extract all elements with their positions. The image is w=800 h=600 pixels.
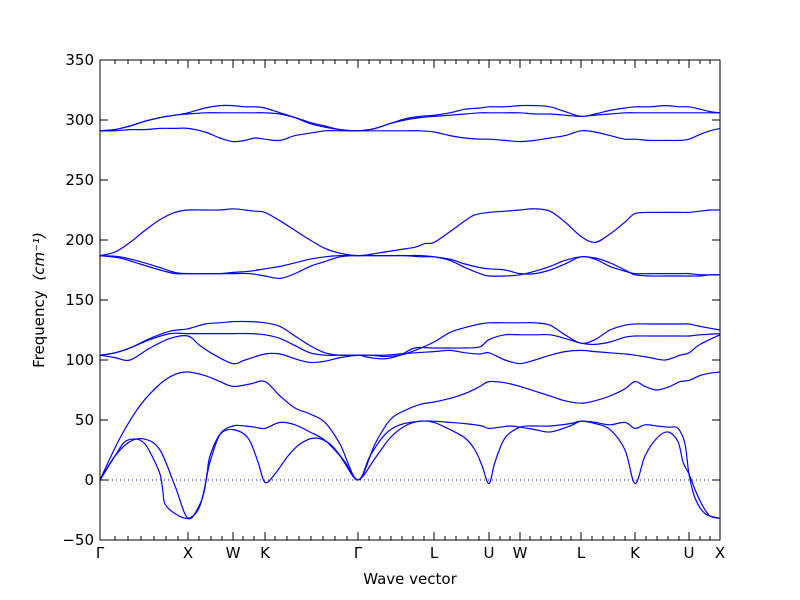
plot-frame bbox=[99, 59, 721, 541]
phonon-branch-4 bbox=[99, 334, 721, 365]
y-tick-label: 200 bbox=[65, 231, 94, 249]
x-tick-label: L bbox=[577, 544, 586, 562]
phonon-branch-1 bbox=[99, 420, 721, 520]
series-layer bbox=[99, 104, 721, 520]
y-tick-label: 300 bbox=[65, 111, 94, 129]
y-tick-label: 150 bbox=[65, 291, 94, 309]
phonon-branch-11 bbox=[99, 112, 720, 132]
y-tick-label: 0 bbox=[84, 471, 94, 489]
y-tick-label: −50 bbox=[62, 531, 94, 549]
x-tick-label: X bbox=[183, 544, 193, 562]
x-tick-label: K bbox=[260, 544, 271, 562]
x-tick-label: W bbox=[226, 544, 241, 562]
y-tick-label: 350 bbox=[65, 51, 94, 69]
phonon-branch-12 bbox=[99, 104, 721, 132]
x-tick-label: U bbox=[484, 544, 495, 562]
y-axis-title-unit: (cm⁻¹) bbox=[30, 232, 48, 281]
x-tick-label: Γ bbox=[354, 544, 363, 562]
y-tick-label: 50 bbox=[75, 411, 94, 429]
phonon-branch-8 bbox=[99, 254, 721, 277]
x-tick-label: X bbox=[715, 544, 725, 562]
phonon-branch-2 bbox=[99, 420, 721, 520]
phonon-branch-5 bbox=[99, 332, 721, 360]
x-tick-label: U bbox=[684, 544, 695, 562]
phonon-branch-9 bbox=[99, 208, 721, 257]
phonon-branch-10 bbox=[99, 127, 721, 143]
x-tick-label: W bbox=[513, 544, 528, 562]
phonon-branch-3 bbox=[99, 371, 721, 481]
x-tick-label: Γ bbox=[96, 544, 105, 562]
y-axis-title-text: Frequency bbox=[30, 290, 48, 368]
y-axis-title: Frequency (cm⁻¹) bbox=[30, 232, 48, 368]
phonon-branch-6 bbox=[99, 320, 721, 358]
y-tick-label: 100 bbox=[65, 351, 94, 369]
x-tick-label: K bbox=[630, 544, 641, 562]
x-axis-title: Wave vector bbox=[363, 570, 457, 588]
x-tick-label: L bbox=[430, 544, 439, 562]
y-tick-label: 250 bbox=[65, 171, 94, 189]
